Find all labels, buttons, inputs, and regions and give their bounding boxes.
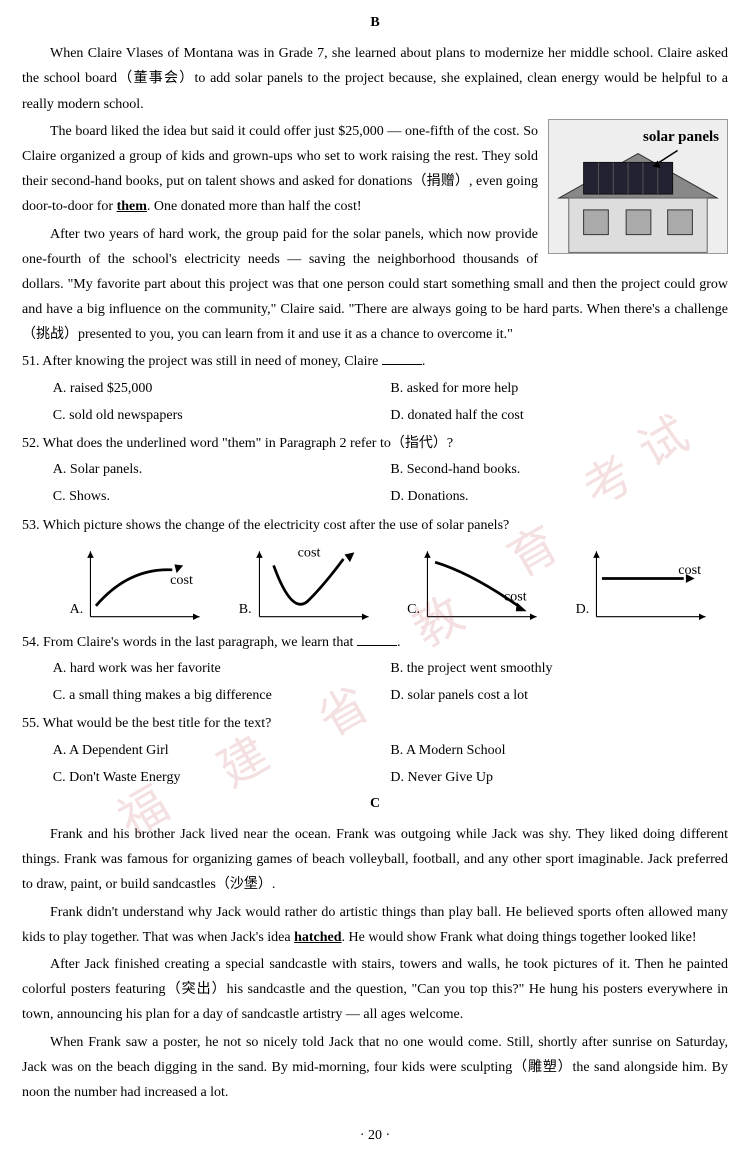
q53-option-d-label: D.	[576, 597, 590, 624]
passage-c-p4: When Frank saw a poster, he not so nicel…	[22, 1030, 728, 1106]
blank	[357, 632, 397, 646]
passage-c-p1: Frank and his brother Jack lived near th…	[22, 822, 728, 898]
image-label: solar panels	[643, 124, 719, 151]
page-number: · 20 ·	[22, 1123, 728, 1148]
blank	[382, 351, 422, 365]
passage-c-p2: Frank didn't understand why Jack would r…	[22, 900, 728, 950]
q53-option-c-label: C.	[407, 597, 420, 624]
question-55: 55. What would be the best title for the…	[22, 711, 728, 791]
q55-option-d: D. Never Give Up	[390, 764, 728, 791]
underlined-hatched: hatched	[294, 930, 341, 945]
q51-option-c: C. sold old newspapers	[53, 402, 391, 429]
svg-text:cost: cost	[678, 562, 701, 578]
q51-option-a: A. raised $25,000	[53, 375, 391, 402]
question-53: 53. Which picture shows the change of th…	[22, 513, 728, 624]
chart-b: cost	[254, 544, 374, 624]
house-illustration	[549, 148, 727, 253]
svg-text:cost: cost	[297, 544, 320, 560]
question-52: 52. What does the underlined word "them"…	[22, 431, 728, 511]
chart-c: cost	[422, 544, 542, 624]
question-54: 54. From Claire's words in the last para…	[22, 630, 728, 710]
section-b-header: B	[22, 10, 728, 35]
q53-option-b-label: B.	[239, 597, 252, 624]
q53-option-a-label: A.	[70, 597, 84, 624]
q55-option-b: B. A Modern School	[390, 737, 728, 764]
passage-c-p3: After Jack finished creating a special s…	[22, 952, 728, 1028]
chart-a: cost	[85, 544, 205, 624]
solar-panel-image: solar panels	[548, 119, 728, 254]
q55-option-a: A. A Dependent Girl	[53, 737, 391, 764]
q51-option-d: D. donated half the cost	[390, 402, 728, 429]
svg-text:cost: cost	[504, 588, 527, 604]
q55-option-c: C. Don't Waste Energy	[53, 764, 391, 791]
underlined-them: them	[117, 199, 147, 214]
q52-option-c: C. Shows.	[53, 483, 391, 510]
q54-option-c: C. a small thing makes a big difference	[53, 682, 391, 709]
q52-option-a: A. Solar panels.	[53, 456, 391, 483]
svg-text:cost: cost	[170, 572, 193, 588]
q54-option-b: B. the project went smoothly	[390, 655, 728, 682]
section-c-header: C	[22, 791, 728, 816]
chart-d: cost	[591, 544, 711, 624]
q51-option-b: B. asked for more help	[390, 375, 728, 402]
q52-option-b: B. Second-hand books.	[390, 456, 728, 483]
passage-b-p1: When Claire Vlases of Montana was in Gra…	[22, 41, 728, 117]
q54-option-a: A. hard work was her favorite	[53, 655, 391, 682]
q54-option-d: D. solar panels cost a lot	[390, 682, 728, 709]
question-51: 51. After knowing the project was still …	[22, 349, 728, 429]
q52-option-d: D. Donations.	[390, 483, 728, 510]
